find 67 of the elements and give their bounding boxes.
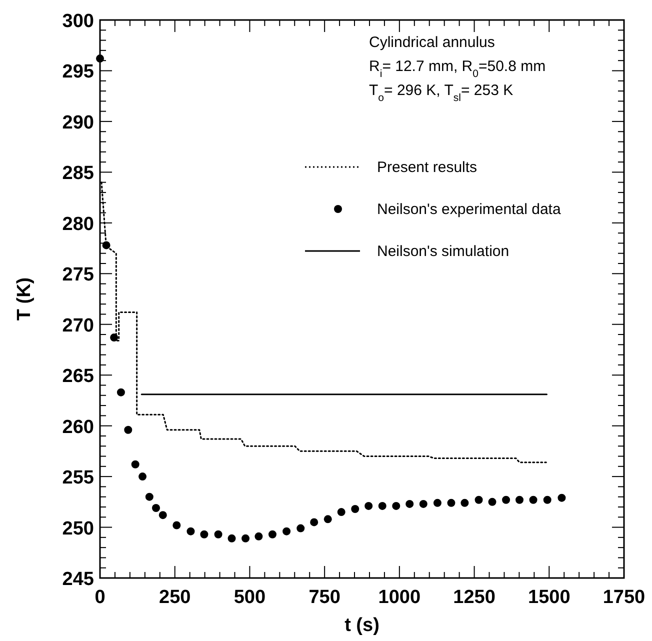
point [296,524,305,532]
point [124,426,132,434]
point [433,498,442,507]
point [558,494,566,502]
point [145,492,154,501]
point [392,502,400,510]
point [516,496,524,504]
point [242,534,250,542]
point [116,388,125,396]
point [447,498,456,507]
point [228,534,236,542]
y-tick-label: 280 [62,214,94,235]
legend-label: Present results [377,159,478,176]
point [460,498,469,507]
x-tick-label: 750 [308,587,340,608]
point [310,518,318,526]
y-tick-label: 250 [62,518,94,540]
point [110,334,118,342]
point [172,521,181,530]
point [351,505,360,514]
point [378,502,386,510]
point [254,532,263,540]
y-tick-label: 300 [62,11,94,32]
y-tick-label: 270 [62,315,94,336]
point [543,496,552,504]
point [214,530,222,538]
point [186,527,195,536]
x-tick-label: 500 [234,587,266,608]
point [488,498,496,506]
x-axis-title: t (s) [344,615,380,636]
point [364,502,373,510]
point [102,241,110,250]
legend-label: Neilson's experimental data [377,201,562,218]
y-tick-label: 265 [62,366,94,388]
annotation: Cylindrical annulus [369,34,495,51]
x-tick-label: 0 [94,587,106,608]
y-tick-label: 260 [62,416,94,438]
point [282,527,291,536]
y-tick-label: 245 [62,569,94,590]
point [200,530,208,538]
y-tick-label: 290 [62,112,94,134]
y-tick-label: 255 [62,468,94,489]
point [502,496,510,504]
y-tick-label: 285 [62,163,94,184]
point [419,500,428,508]
y-tick-label: 295 [62,62,94,83]
y-axis-title: T (K) [14,277,35,321]
point [474,496,483,504]
point [337,508,346,516]
x-tick-label: 1500 [528,587,570,608]
point [152,504,160,512]
legend-label: Neilson's simulation [377,243,510,260]
x-tick-label: 250 [159,587,191,608]
annotation: T$_{o}$= 296 K, T$_{sl}$= 253 K [369,82,514,104]
annotation: R$_{i}$= 12.7 mm, R$_{0}$=50.8 mm [369,58,546,80]
x-tick-label: 1000 [378,587,421,608]
y-tick-label: 275 [62,264,94,286]
point [158,511,167,520]
point [96,54,104,63]
point [131,460,140,468]
x-tick-label: 1250 [453,587,496,608]
point [529,496,538,504]
point [268,530,276,538]
point [138,472,147,481]
x-tick-label: 1750 [602,587,646,608]
point [324,515,332,524]
point [406,500,414,508]
